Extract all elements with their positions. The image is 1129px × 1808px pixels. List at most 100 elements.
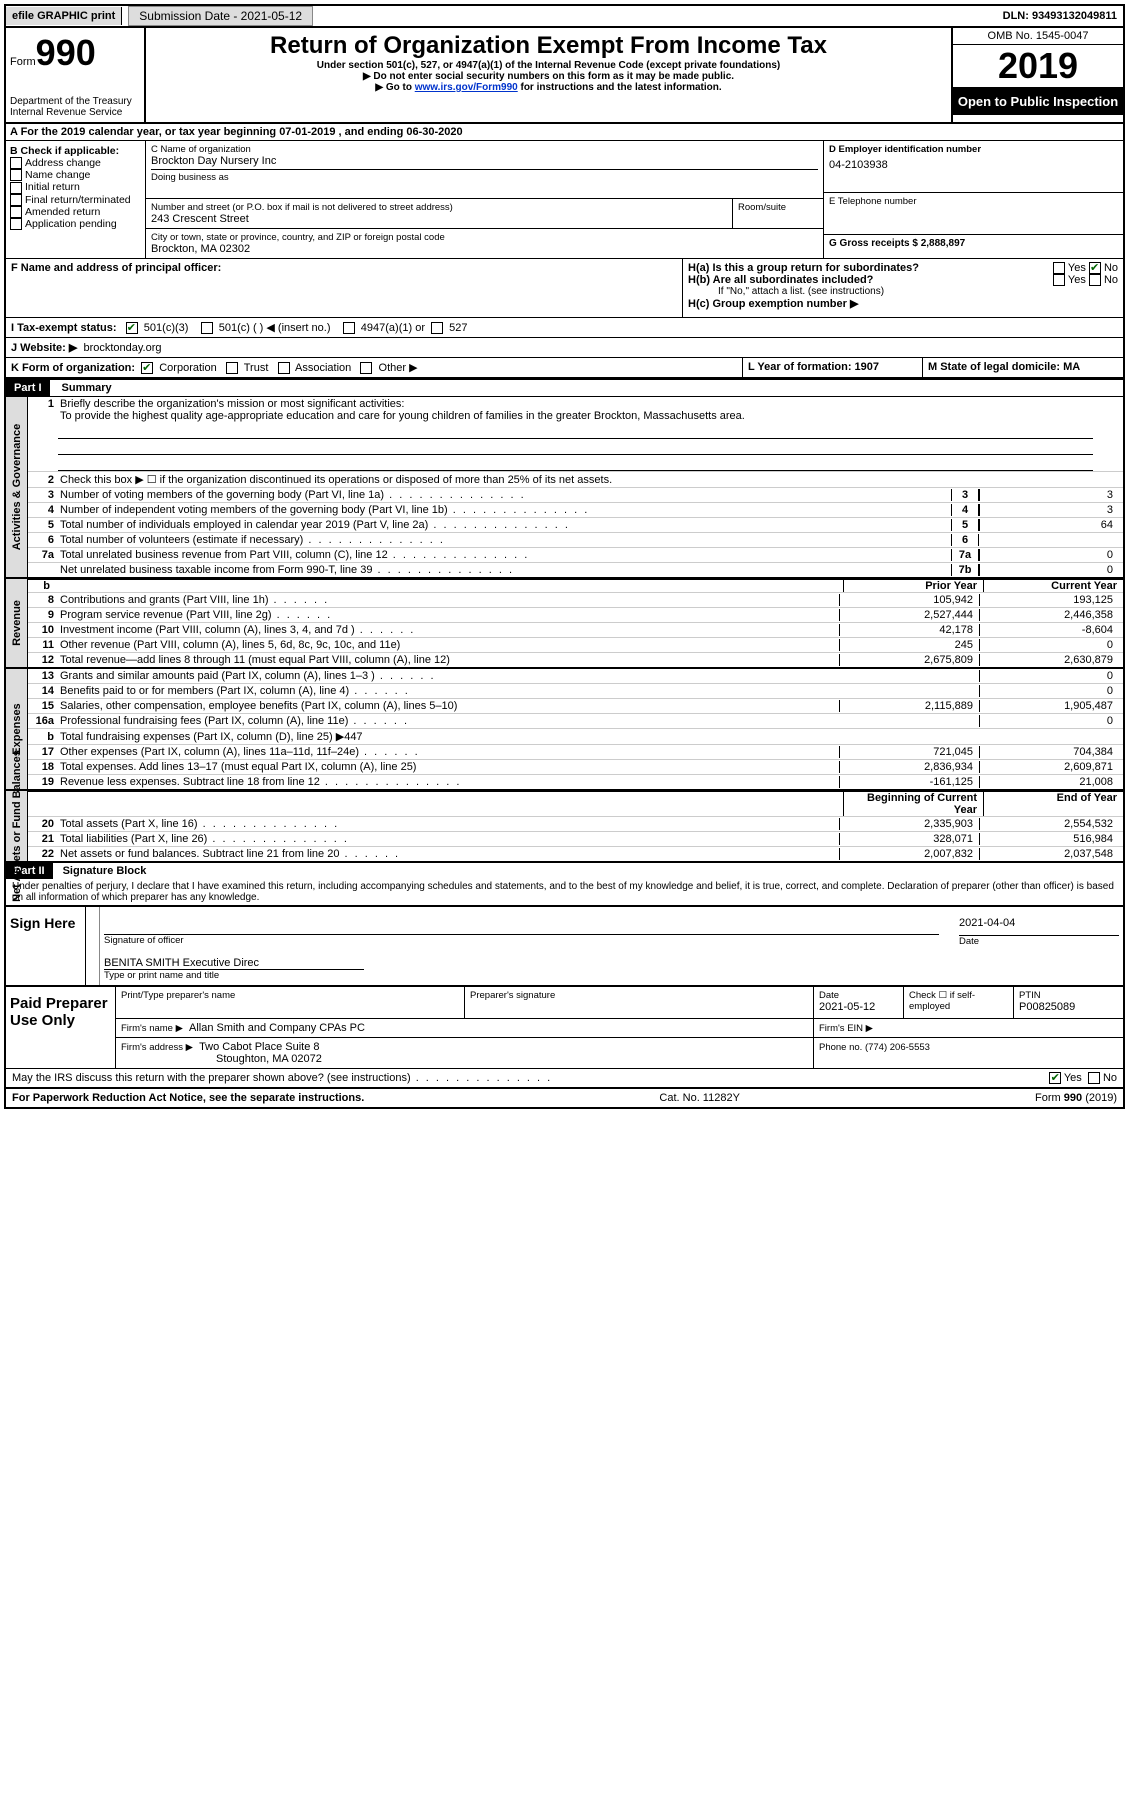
l10-curr: -8,604 — [979, 624, 1119, 636]
box-b-label: B Check if applicable: — [10, 145, 141, 157]
subtitle-2: ▶ Do not enter social security numbers o… — [154, 71, 943, 82]
prep-name-label: Print/Type preparer's name — [121, 990, 459, 1001]
phone-label: Phone no. (774) 206-5553 — [819, 1042, 930, 1053]
l-year: L Year of formation: 1907 — [743, 358, 923, 377]
form-title: Return of Organization Exempt From Incom… — [154, 32, 943, 60]
chk-final-return[interactable]: Final return/terminated — [10, 194, 141, 206]
part1-title: Summary — [50, 380, 120, 396]
l3-desc: Number of voting members of the governin… — [60, 489, 951, 501]
l16a-desc: Professional fundraising fees (Part IX, … — [60, 715, 839, 727]
firm-name: Allan Smith and Company CPAs PC — [189, 1022, 365, 1034]
ptin-value: P00825089 — [1019, 1001, 1118, 1013]
i-label: I Tax-exempt status: — [11, 322, 117, 334]
k-label: K Form of organization: — [11, 362, 135, 374]
discuss-q: May the IRS discuss this return with the… — [12, 1072, 977, 1084]
subtitle-3-post: for instructions and the latest informat… — [518, 82, 722, 93]
l11-desc: Other revenue (Part VIII, column (A), li… — [60, 639, 839, 651]
tax-year: 2019 — [953, 45, 1123, 88]
l21-curr: 516,984 — [979, 833, 1119, 845]
chk-501c3[interactable] — [126, 322, 138, 334]
prep-date: 2021-05-12 — [819, 1001, 898, 1013]
dept-label: Department of the Treasury Internal Reve… — [10, 96, 140, 118]
website-value: brocktonday.org — [83, 342, 161, 354]
d-ein-label: D Employer identification number — [829, 144, 1118, 155]
vtab-netassets: Net Assets or Fund Balances — [6, 791, 28, 861]
l18-prev: 2,836,934 — [839, 761, 979, 773]
l4-val: 3 — [979, 504, 1119, 516]
officer-name: BENITA SMITH Executive Direc — [104, 957, 1119, 969]
g-gross-label: G Gross receipts $ 2,888,897 — [824, 235, 1123, 252]
ptin-label: PTIN — [1019, 990, 1118, 1001]
chk-app-pending[interactable]: Application pending — [10, 218, 141, 230]
discuss-yes[interactable] — [1049, 1072, 1061, 1084]
l13-desc: Grants and similar amounts paid (Part IX… — [60, 670, 839, 682]
l1-text: To provide the highest quality age-appro… — [60, 410, 745, 422]
l15-curr: 1,905,487 — [979, 700, 1119, 712]
chk-trust[interactable] — [226, 362, 238, 374]
prep-date-label: Date — [819, 990, 898, 1001]
chk-corp[interactable] — [141, 362, 153, 374]
city-value: Brockton, MA 02302 — [151, 243, 818, 255]
l21-prev: 328,071 — [839, 833, 979, 845]
l17-prev: 721,045 — [839, 746, 979, 758]
pra-notice: For Paperwork Reduction Act Notice, see … — [12, 1092, 364, 1104]
paid-preparer-label: Paid Preparer Use Only — [6, 987, 116, 1068]
chk-other[interactable] — [360, 362, 372, 374]
hb-label: H(b) Are all subordinates included? — [688, 274, 1053, 286]
omb-label: OMB No. 1545-0047 — [953, 28, 1123, 45]
sig-date-label: Date — [959, 935, 1119, 947]
l7a-desc: Total unrelated business revenue from Pa… — [60, 549, 951, 561]
l18-desc: Total expenses. Add lines 13–17 (must eq… — [60, 761, 839, 773]
hb-yes[interactable] — [1053, 274, 1065, 286]
section-a: A For the 2019 calendar year, or tax yea… — [6, 124, 1123, 141]
city-label: City or town, state or province, country… — [151, 232, 818, 243]
l21-desc: Total liabilities (Part X, line 26) — [60, 833, 839, 845]
l19-prev: -161,125 — [839, 776, 979, 788]
hb-no[interactable] — [1089, 274, 1101, 286]
l16b-desc: Total fundraising expenses (Part IX, col… — [60, 730, 839, 743]
l8-curr: 193,125 — [979, 594, 1119, 606]
chk-amended-return[interactable]: Amended return — [10, 206, 141, 218]
discuss-no[interactable] — [1088, 1072, 1100, 1084]
hc-label: H(c) Group exemption number ▶ — [688, 297, 1118, 310]
sig-declaration: Under penalties of perjury, I declare th… — [6, 879, 1123, 905]
l22-curr: 2,037,548 — [979, 848, 1119, 860]
chk-assoc[interactable] — [278, 362, 290, 374]
chk-initial-return[interactable]: Initial return — [10, 181, 141, 193]
efile-label: efile GRAPHIC print — [6, 7, 122, 25]
sign-here-label: Sign Here — [6, 907, 86, 985]
addr-label: Firm's address ▶ — [121, 1042, 193, 1053]
dba-label: Doing business as — [151, 172, 818, 183]
form-word: Form — [10, 56, 36, 68]
l12-desc: Total revenue—add lines 8 through 11 (mu… — [60, 654, 839, 666]
ha-yes[interactable] — [1053, 262, 1065, 274]
chk-name-change[interactable]: Name change — [10, 169, 141, 181]
chk-527[interactable] — [431, 322, 443, 334]
l19-curr: 21,008 — [979, 776, 1119, 788]
l7b-val: 0 — [979, 564, 1119, 576]
l8-desc: Contributions and grants (Part VIII, lin… — [60, 594, 839, 606]
firm-addr1: Two Cabot Place Suite 8 — [199, 1041, 319, 1053]
chk-501c[interactable] — [201, 322, 213, 334]
form-footer: Form 990 (2019) — [1035, 1092, 1117, 1104]
ha-no[interactable] — [1089, 262, 1101, 274]
f-officer-label: F Name and address of principal officer: — [11, 262, 677, 274]
irs-link[interactable]: www.irs.gov/Form990 — [415, 82, 518, 93]
c-name-label: C Name of organization — [151, 144, 818, 155]
hb-note: If "No," attach a list. (see instruction… — [688, 286, 1118, 297]
l22-desc: Net assets or fund balances. Subtract li… — [60, 848, 839, 860]
submission-date-button[interactable]: Submission Date - 2021-05-12 — [128, 6, 313, 26]
col-end: End of Year — [983, 792, 1123, 816]
e-phone-label: E Telephone number — [829, 196, 1118, 207]
l4-desc: Number of independent voting members of … — [60, 504, 951, 516]
l14-desc: Benefits paid to or for members (Part IX… — [60, 685, 839, 697]
vtab-revenue: Revenue — [6, 579, 28, 667]
d-ein-value: 04-2103938 — [829, 159, 1118, 171]
chk-address-change[interactable]: Address change — [10, 157, 141, 169]
prep-sig-label: Preparer's signature — [470, 990, 808, 1001]
vtab-governance: Activities & Governance — [6, 397, 28, 577]
l13-curr: 0 — [979, 670, 1119, 682]
chk-4947[interactable] — [343, 322, 355, 334]
street-value: 243 Crescent Street — [151, 213, 727, 225]
part2-title: Signature Block — [53, 863, 157, 879]
